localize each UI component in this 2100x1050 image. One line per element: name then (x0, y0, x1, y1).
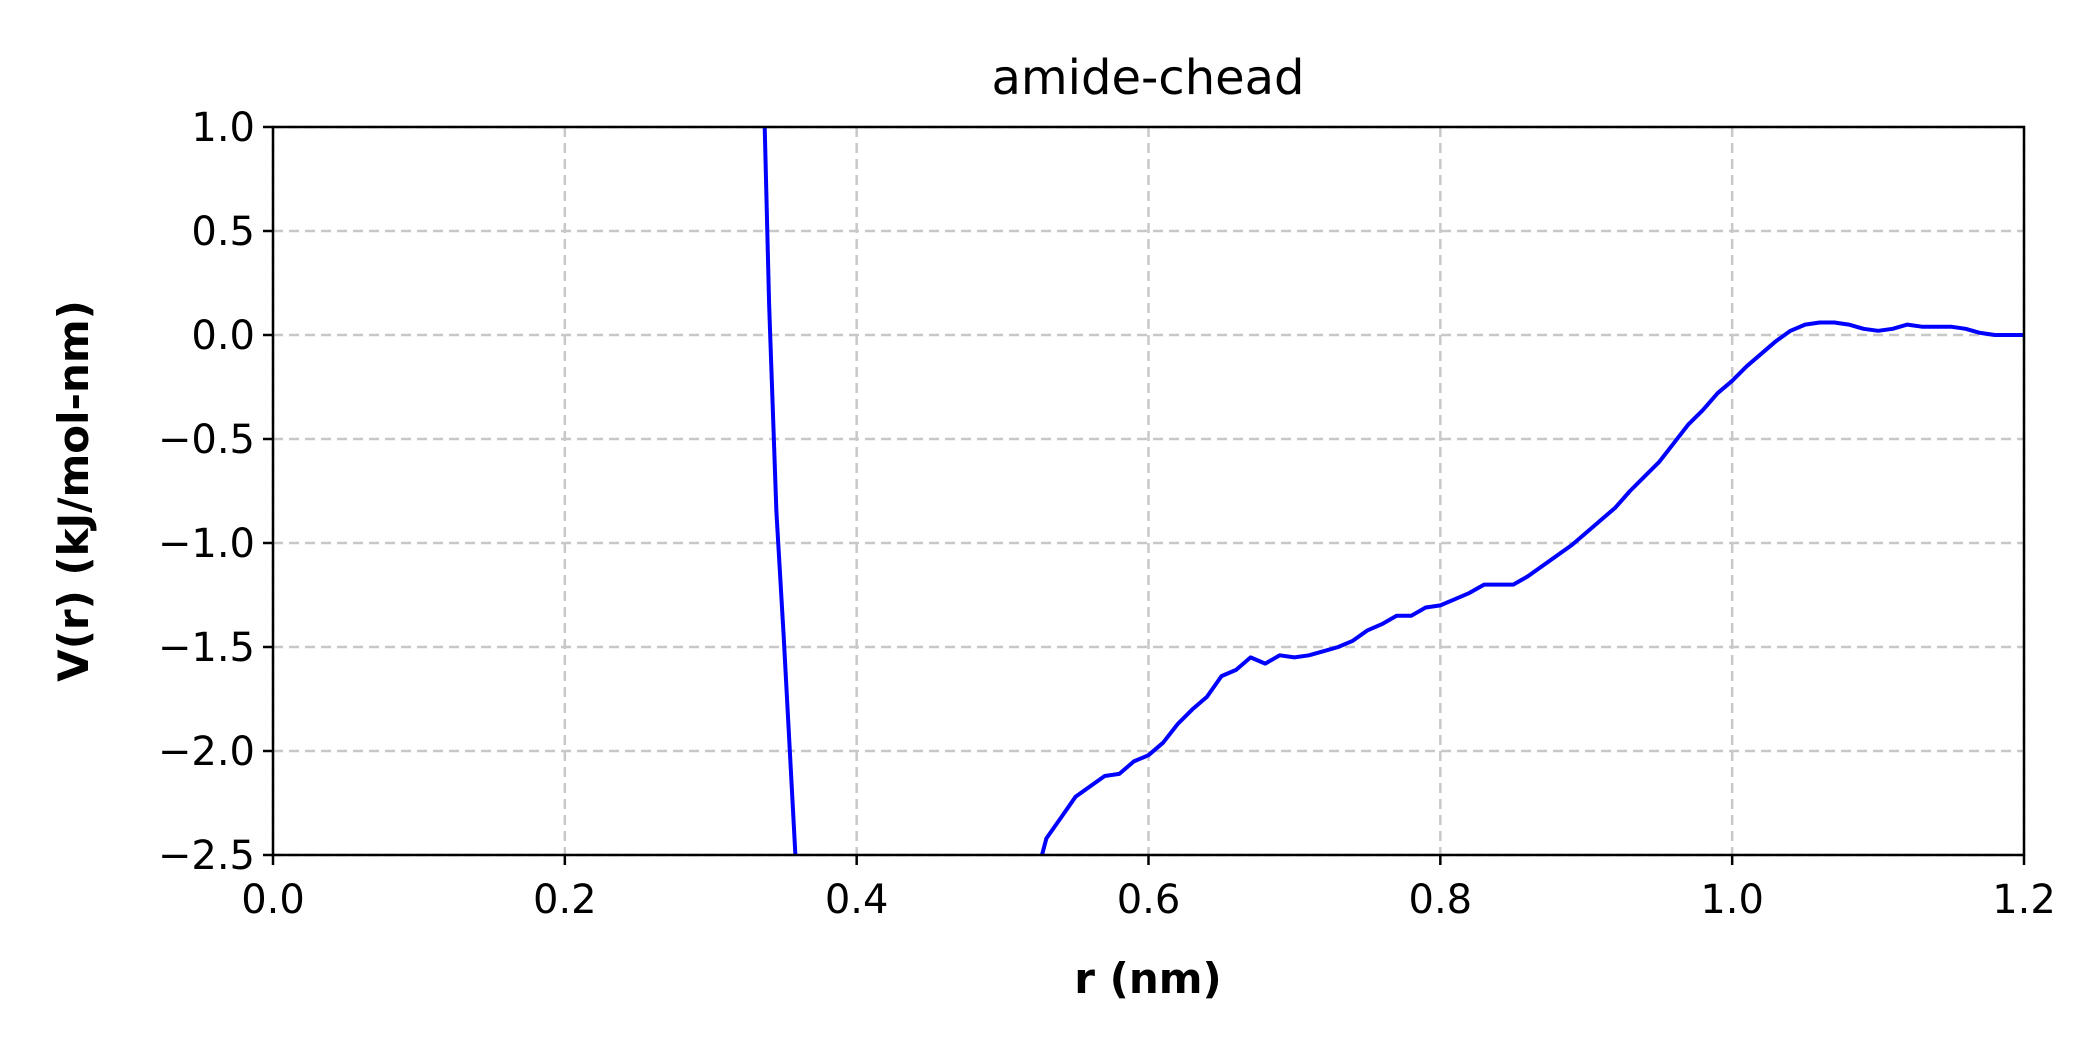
y-tick-label: −1.0 (158, 521, 255, 567)
y-tick-label: 0.5 (191, 209, 255, 255)
y-tick-label: −2.5 (158, 833, 255, 879)
plot-frame (271, 125, 2026, 857)
x-tick-label: 0.8 (1409, 877, 1473, 923)
series-line-segment-2 (1040, 320, 2024, 856)
x-axis-label: r (nm) (1074, 954, 1221, 1003)
y-tick-label: −2.0 (158, 729, 255, 775)
series-line-segment-1 (762, 126, 798, 856)
axis-ticks: 0.0 0.2 0.4 0.6 0.8 1.0 1.2 1.0 0.5 0.0 −0.5 −1.0 −1… (158, 105, 2056, 923)
x-tick-label: 1.2 (1992, 877, 2056, 923)
y-tick-label: −1.5 (158, 625, 255, 671)
x-tick-label: 0.0 (241, 877, 305, 923)
y-axis-label: V(r) (kJ/mol-nm) (49, 300, 98, 682)
x-tick-label: 0.4 (825, 877, 889, 923)
plot-area (762, 126, 2024, 856)
x-tick-label: 0.6 (1117, 877, 1181, 923)
y-tick-label: −0.5 (158, 417, 255, 463)
chart-title: amide-chead (991, 50, 1304, 106)
x-tick-label: 1.0 (1700, 877, 1764, 923)
y-tick-label: 1.0 (191, 105, 255, 151)
x-tick-label: 0.2 (533, 877, 597, 923)
y-tick-label: 0.0 (191, 313, 255, 359)
grid-lines (271, 125, 2026, 857)
